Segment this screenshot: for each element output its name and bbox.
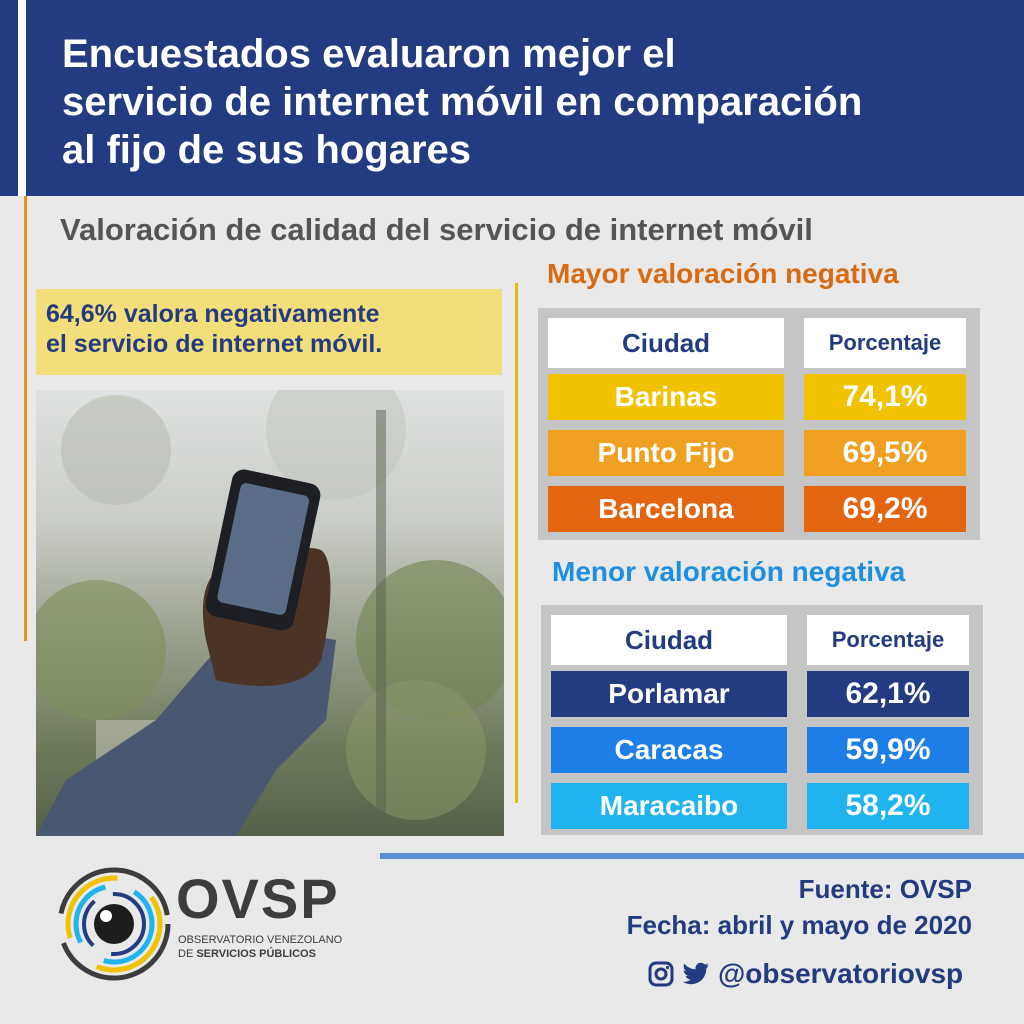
divider-left xyxy=(24,196,27,641)
divider-middle xyxy=(515,283,518,803)
table-cell-city: Punto Fijo xyxy=(548,430,784,476)
instagram-icon[interactable] xyxy=(648,961,674,987)
headline-line: servicio de internet móvil en comparació… xyxy=(62,80,863,124)
footer-divider xyxy=(380,853,1024,859)
table-cell-percentage: 58,2% xyxy=(807,783,969,829)
twitter-icon[interactable] xyxy=(682,962,710,986)
brand-name: OVSP xyxy=(176,867,340,930)
table-cell-city: Barinas xyxy=(548,374,784,420)
mayor-header-pct: Porcentaje xyxy=(804,318,966,368)
social-handle[interactable]: @observatoriovsp xyxy=(718,958,964,989)
mayor-title: Mayor valoración negativa xyxy=(547,258,899,289)
subtitle: Valoración de calidad del servicio de in… xyxy=(60,212,813,247)
phone-hand-illustration xyxy=(36,390,504,836)
table-cell-percentage: 74,1% xyxy=(804,374,966,420)
table-cell-city: Porlamar xyxy=(551,671,787,717)
date-text: Fecha: abril y mayo de 2020 xyxy=(626,910,972,940)
brand-subtitle: OBSERVATORIO VENEZOLANO xyxy=(178,934,343,946)
mayor-header-city: Ciudad xyxy=(548,318,784,368)
table-cell-city: Barcelona xyxy=(548,486,784,532)
headline: Encuestados evaluaron mejor el servicio … xyxy=(62,30,1002,174)
brand-subtitle-2: DE SERVICIOS PÚBLICOS xyxy=(178,948,316,960)
header-accent-bar xyxy=(18,0,26,196)
table-cell-percentage: 62,1% xyxy=(807,671,969,717)
menor-table: Ciudad Porcentaje Porlamar 62,1% Caracas 59… xyxy=(541,605,983,835)
table-cell-percentage: 69,2% xyxy=(804,486,966,532)
callout-line: el servicio de internet móvil. xyxy=(46,330,383,358)
ovsp-logo: OVSP OBSERVATORIO VENEZOLANO DE SERVICIO… xyxy=(56,854,356,994)
source-text: Fuente: OVSP xyxy=(798,874,972,904)
headline-line: Encuestados evaluaron mejor el xyxy=(62,32,676,76)
phone-photo xyxy=(36,390,504,836)
eye-logo-icon xyxy=(57,867,171,981)
headline-line: al fijo de sus hogares xyxy=(62,128,472,172)
callout-line: 64,6% valora negativamente xyxy=(46,300,380,328)
brand-sub-bold: SERVICIOS PÚBLICOS xyxy=(196,948,316,960)
brand-sub-prefix: DE xyxy=(178,948,197,960)
social-row: @observatoriovsp xyxy=(648,956,963,992)
table-cell-percentage: 69,5% xyxy=(804,430,966,476)
table-cell-city: Caracas xyxy=(551,727,787,773)
table-cell-city: Maracaibo xyxy=(551,783,787,829)
menor-header-pct: Porcentaje xyxy=(807,615,969,665)
menor-header-city: Ciudad xyxy=(551,615,787,665)
header-banner: Encuestados evaluaron mejor el servicio … xyxy=(0,0,1024,196)
menor-title: Menor valoración negativa xyxy=(552,556,906,587)
table-cell-percentage: 59,9% xyxy=(807,727,969,773)
mayor-table: Ciudad Porcentaje Barinas 74,1% Punto Fijo… xyxy=(538,308,980,540)
highlight-callout: 64,6% valora negativamente el servicio d… xyxy=(36,289,502,375)
